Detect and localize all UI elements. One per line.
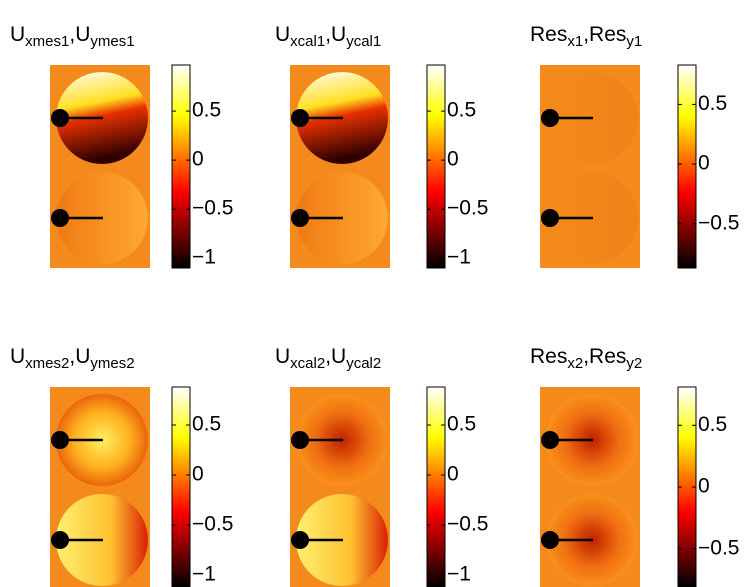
colorbar-tick-label: −0.5 bbox=[192, 197, 233, 220]
colorbar-tick-label: −0.5 bbox=[447, 513, 488, 536]
colorbar-tick-label: −1 bbox=[192, 246, 216, 269]
colorbar bbox=[171, 64, 191, 269]
title-part: ,Res bbox=[583, 23, 626, 46]
colorbar bbox=[426, 64, 446, 269]
colorbar-tick-label: −1 bbox=[192, 563, 216, 586]
colorbar-tick-label: 0.5 bbox=[192, 99, 221, 122]
title-part: ,U bbox=[69, 345, 90, 368]
colorbar-tick-label: 0 bbox=[447, 463, 459, 486]
hole bbox=[51, 531, 69, 549]
title-part: xmes2 bbox=[25, 355, 69, 372]
title-part: U bbox=[10, 23, 25, 46]
hole bbox=[541, 431, 559, 449]
title-part: xmes1 bbox=[25, 33, 69, 50]
colorbar-tick-label: 0.5 bbox=[447, 413, 476, 436]
colorbar-tick-label: 0 bbox=[192, 463, 204, 486]
colorbar-tick-label: −0.5 bbox=[698, 536, 739, 559]
colorbar-tick-label: 0 bbox=[192, 148, 204, 171]
title-part: ,U bbox=[69, 23, 90, 46]
title-part: ycal2 bbox=[346, 355, 381, 372]
title-part: U bbox=[10, 345, 25, 368]
title-part: xcal2 bbox=[290, 355, 325, 372]
title-part: Res bbox=[530, 345, 567, 368]
title-part: ,Res bbox=[583, 345, 626, 368]
title-part: xcal1 bbox=[290, 33, 325, 50]
hole bbox=[541, 209, 559, 227]
panel-title: Resx1,Resy1 bbox=[530, 23, 642, 50]
title-part: ymes1 bbox=[90, 33, 134, 50]
panel-title: Uxmes2,Uymes2 bbox=[10, 345, 135, 372]
hole bbox=[291, 209, 309, 227]
colorbar-tick-label: 0 bbox=[698, 152, 710, 175]
title-part: ycal1 bbox=[346, 33, 381, 50]
hole bbox=[51, 209, 69, 227]
colorbar-tick-label: 0.5 bbox=[698, 92, 727, 115]
title-part: Res bbox=[530, 23, 567, 46]
colorbar bbox=[426, 386, 446, 587]
panel-title: Uxcal2,Uycal2 bbox=[275, 345, 381, 372]
colorbar-tick-label: 0.5 bbox=[192, 413, 221, 436]
title-part: y2 bbox=[626, 355, 642, 372]
hole bbox=[291, 531, 309, 549]
colorbar-tick-label: −0.5 bbox=[698, 211, 739, 234]
colorbar-tick-label: 0.5 bbox=[698, 413, 727, 436]
hole bbox=[51, 431, 69, 449]
panel-title: Resx2,Resy2 bbox=[530, 345, 642, 372]
title-part: x1 bbox=[567, 33, 583, 50]
title-part: x2 bbox=[567, 355, 583, 372]
colorbar bbox=[171, 386, 191, 587]
hole bbox=[541, 531, 559, 549]
colorbar-tick-label: 0 bbox=[447, 148, 459, 171]
title-part: U bbox=[275, 345, 290, 368]
title-part: ,U bbox=[325, 23, 346, 46]
colorbar-tick-label: 0 bbox=[698, 475, 710, 498]
hole bbox=[51, 109, 69, 127]
colorbar-tick-label: 0.5 bbox=[447, 99, 476, 122]
colorbar-tick-label: −0.5 bbox=[192, 513, 233, 536]
title-part: U bbox=[275, 23, 290, 46]
hole bbox=[291, 431, 309, 449]
title-part: ymes2 bbox=[90, 355, 134, 372]
hole bbox=[291, 109, 309, 127]
title-part: ,U bbox=[325, 345, 346, 368]
title-part: y1 bbox=[626, 33, 642, 50]
hole bbox=[541, 109, 559, 127]
colorbar-tick-label: −1 bbox=[447, 246, 471, 269]
panel-title: Uxmes1,Uymes1 bbox=[10, 23, 135, 50]
colorbar-tick-label: −0.5 bbox=[447, 197, 488, 220]
colorbar-tick-label: −1 bbox=[447, 563, 471, 586]
colorbar bbox=[677, 64, 697, 269]
panel-title: Uxcal1,Uycal1 bbox=[275, 23, 381, 50]
